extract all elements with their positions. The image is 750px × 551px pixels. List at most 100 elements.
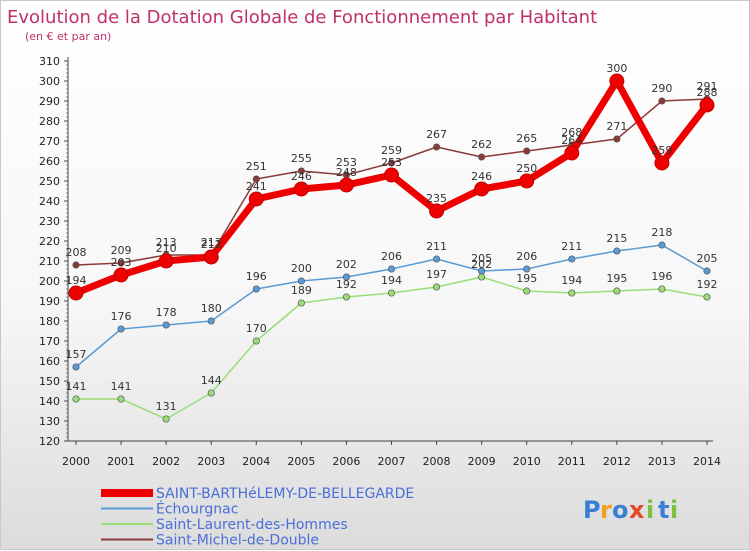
chart-subtitle: (en € et par an) xyxy=(25,30,111,43)
x-tick-label: 2013 xyxy=(648,455,676,468)
y-tick-label: 240 xyxy=(39,195,60,208)
logo-letter: x xyxy=(629,496,645,524)
series-1 xyxy=(72,241,711,371)
data-label: 194 xyxy=(381,274,402,287)
x-tick-label: 2014 xyxy=(693,455,721,468)
series-0 xyxy=(68,73,715,301)
data-label: 268 xyxy=(561,126,582,139)
y-tick-label: 120 xyxy=(39,435,60,448)
data-point xyxy=(207,317,215,325)
data-label: 271 xyxy=(606,120,627,133)
data-point xyxy=(297,277,305,285)
data-label: 215 xyxy=(606,232,627,245)
data-point xyxy=(519,173,535,189)
data-point xyxy=(72,363,80,371)
data-label: 202 xyxy=(471,258,492,271)
x-tick-label: 2012 xyxy=(603,455,631,468)
data-label: 206 xyxy=(381,250,402,263)
data-point xyxy=(297,299,305,307)
data-point xyxy=(613,247,621,255)
data-label: 141 xyxy=(66,380,87,393)
logo-letter: r xyxy=(600,496,612,524)
data-label: 212 xyxy=(201,238,222,251)
chart-title: Evolution de la Dotation Globale de Fonc… xyxy=(7,7,597,28)
data-point xyxy=(342,273,350,281)
legend-label: Échourgnac xyxy=(156,501,238,518)
data-point xyxy=(248,191,264,207)
x-tick-label: 2003 xyxy=(197,455,225,468)
legend-label: SAINT-BARTHéLEMY-DE-BELLEGARDE xyxy=(156,486,414,502)
data-label: 205 xyxy=(471,252,492,265)
logo-letter: P xyxy=(583,496,601,524)
y-tick-label: 290 xyxy=(39,95,60,108)
data-point xyxy=(658,97,666,105)
data-label: 267 xyxy=(426,128,447,141)
data-label: 131 xyxy=(156,400,177,413)
data-point xyxy=(158,253,174,269)
data-label: 189 xyxy=(291,284,312,297)
x-tick-label: 2009 xyxy=(468,455,496,468)
legend-label: Saint-Laurent-des-Hommes xyxy=(156,517,348,533)
data-label: 288 xyxy=(697,86,718,99)
data-label: 205 xyxy=(697,252,718,265)
data-label: 203 xyxy=(111,256,132,269)
logo-letter: i xyxy=(646,496,654,524)
y-tick-label: 210 xyxy=(39,255,60,268)
x-tick-label: 2004 xyxy=(242,455,270,468)
data-point xyxy=(387,289,396,297)
data-point xyxy=(117,325,125,333)
series-layer xyxy=(68,73,715,423)
data-label: 194 xyxy=(66,274,87,287)
x-tick-label: 2008 xyxy=(423,455,451,468)
data-label: 253 xyxy=(336,156,357,169)
y-tick-label: 270 xyxy=(39,135,60,148)
data-label: 211 xyxy=(561,240,582,253)
data-label: 290 xyxy=(651,82,672,95)
data-point xyxy=(433,143,441,151)
data-point xyxy=(117,259,125,267)
data-point xyxy=(252,337,260,345)
data-point xyxy=(293,181,309,197)
axes: 120 130 140 150 160 170 180 190 200 210 220 230 240 2… xyxy=(39,55,721,468)
series-line xyxy=(76,276,708,420)
data-point xyxy=(523,287,531,295)
y-tick-label: 260 xyxy=(39,155,60,168)
data-label: 195 xyxy=(606,272,627,285)
data-label: 196 xyxy=(246,270,267,283)
x-tick-label: 2011 xyxy=(558,455,586,468)
data-point xyxy=(72,395,80,403)
data-label: 241 xyxy=(246,180,267,193)
logo-letter: i xyxy=(670,496,678,524)
data-label: 197 xyxy=(426,268,447,281)
y-tick-label: 200 xyxy=(39,275,60,288)
data-label: 264 xyxy=(561,134,582,147)
data-point xyxy=(703,293,711,301)
data-point xyxy=(207,389,215,397)
y-tick-label: 190 xyxy=(39,295,60,308)
data-label: 259 xyxy=(381,144,402,157)
data-point xyxy=(113,267,129,283)
data-point xyxy=(609,73,625,89)
data-label: 210 xyxy=(156,242,177,255)
legend-label: Saint-Michel-de-Double xyxy=(156,533,319,549)
x-tick-label: 2006 xyxy=(332,455,360,468)
data-label: 192 xyxy=(697,278,718,291)
x-tick-label: 2002 xyxy=(152,455,180,468)
data-point xyxy=(478,153,486,161)
data-point xyxy=(162,415,170,423)
y-tick-label: 280 xyxy=(39,115,60,128)
data-point xyxy=(433,283,441,291)
data-point xyxy=(429,203,445,219)
data-point xyxy=(384,167,399,183)
data-point xyxy=(162,321,170,329)
data-label: 251 xyxy=(246,160,267,173)
data-label: 178 xyxy=(156,306,177,319)
y-tick-label: 230 xyxy=(39,215,60,228)
data-point xyxy=(658,285,666,293)
data-label: 255 xyxy=(291,152,312,165)
data-label: 180 xyxy=(201,302,222,315)
data-label: 211 xyxy=(426,240,447,253)
